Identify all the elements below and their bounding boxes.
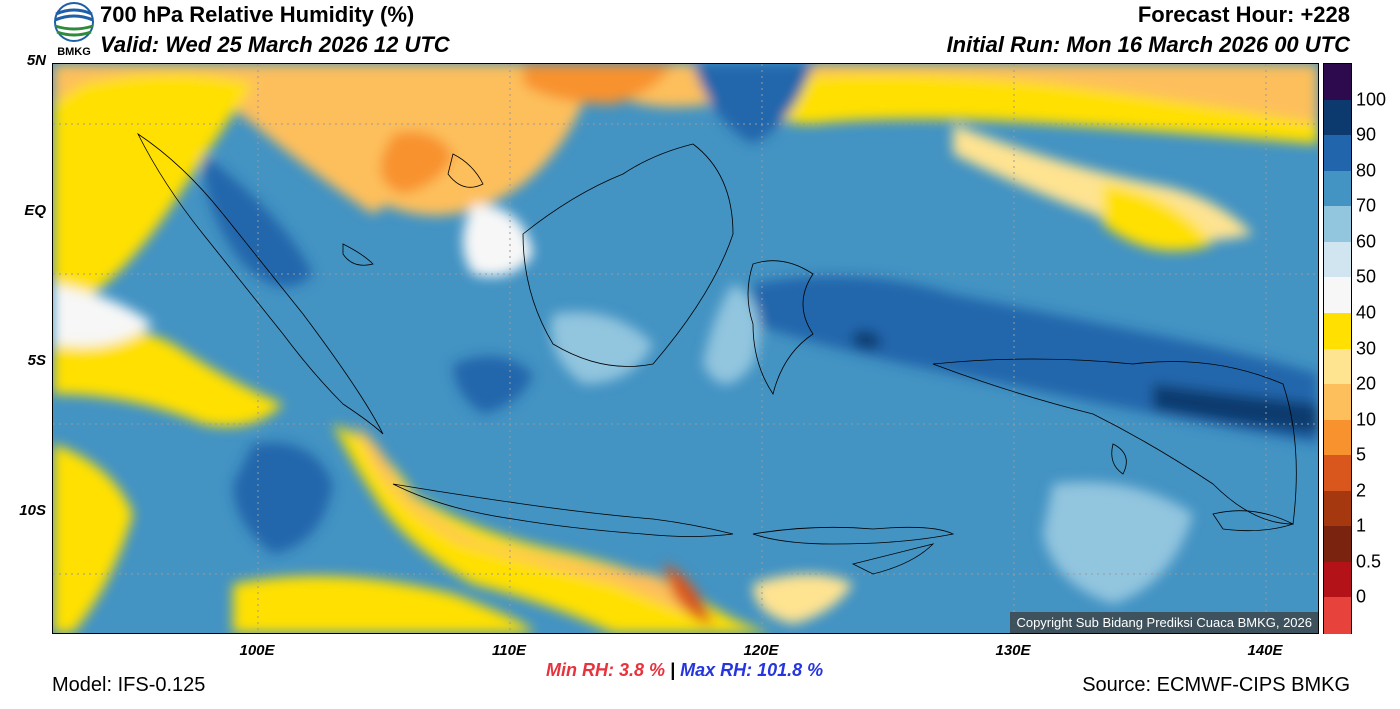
max-rh-label: Max RH: bbox=[680, 660, 753, 680]
colorbar-segment bbox=[1324, 64, 1351, 101]
forecast-hour: Forecast Hour: +228 bbox=[1137, 2, 1350, 27]
colorbar-label: 50 bbox=[1356, 266, 1377, 287]
colorbar-segment bbox=[1324, 597, 1351, 634]
coastlines bbox=[136, 132, 1297, 575]
colorbar-segment bbox=[1324, 170, 1351, 207]
valid-time: Valid: Wed 25 March 2026 12 UTC bbox=[100, 32, 450, 57]
rh-stats: Min RH: 3.8 % | Max RH: 101.8 % bbox=[546, 660, 823, 681]
colorbar-label: 0.5 bbox=[1356, 551, 1382, 572]
colorbar-segment bbox=[1324, 384, 1351, 421]
x-tick-100e: 100E bbox=[239, 642, 275, 659]
colorbar-segment bbox=[1324, 526, 1351, 563]
colorbar-label: 2 bbox=[1356, 480, 1367, 501]
x-tick-120e: 120E bbox=[743, 642, 779, 659]
humidity-field bbox=[53, 64, 1318, 633]
copyright-notice: Copyright Sub Bidang Prediksi Cuaca BMKG… bbox=[1010, 612, 1318, 633]
colorbar-label: 0 bbox=[1356, 586, 1367, 607]
colorbar-segment bbox=[1324, 241, 1351, 278]
colorbar-segment bbox=[1324, 312, 1351, 349]
colorbar-segment bbox=[1324, 99, 1351, 136]
colorbar-segment bbox=[1324, 561, 1351, 598]
humidity-map: Copyright Sub Bidang Prediksi Cuaca BMKG… bbox=[52, 63, 1319, 634]
colorbar-segment bbox=[1324, 277, 1351, 314]
stats-separator: | bbox=[670, 660, 676, 680]
colorbar bbox=[1323, 63, 1352, 634]
x-tick-140e: 140E bbox=[1247, 642, 1283, 659]
bmkg-logo-icon bbox=[50, 2, 98, 60]
x-tick-110e: 110E bbox=[492, 642, 526, 659]
y-tick-5s: 5S bbox=[27, 352, 46, 369]
initial-run: Initial Run: Mon 16 March 2026 00 UTC bbox=[946, 32, 1350, 57]
y-tick-eq: EQ bbox=[24, 202, 46, 219]
colorbar-segment bbox=[1324, 455, 1351, 492]
colorbar-label: 1 bbox=[1356, 515, 1367, 536]
grid-lines bbox=[53, 64, 1318, 633]
min-rh-label: Min RH: bbox=[546, 660, 614, 680]
colorbar-label: 20 bbox=[1356, 373, 1377, 394]
chart-title: 700 hPa Relative Humidity (%) bbox=[100, 2, 415, 27]
colorbar-label: 100 bbox=[1356, 89, 1387, 110]
colorbar-segment bbox=[1324, 206, 1351, 243]
colorbar-label: 5 bbox=[1356, 444, 1367, 465]
colorbar-label: 70 bbox=[1356, 195, 1377, 216]
y-tick-5n: 5N bbox=[26, 52, 46, 69]
logo-text: BMKG bbox=[57, 46, 91, 58]
colorbar-label: 40 bbox=[1356, 302, 1377, 323]
colorbar-segment bbox=[1324, 419, 1351, 456]
colorbar-segment bbox=[1324, 135, 1351, 172]
colorbar-label: 80 bbox=[1356, 160, 1377, 181]
colorbar-label: 10 bbox=[1356, 409, 1377, 430]
colorbar-label: 30 bbox=[1356, 338, 1377, 358]
colorbar-segment bbox=[1324, 490, 1351, 527]
colorbar-segment bbox=[1324, 348, 1351, 385]
colorbar-label: 90 bbox=[1356, 124, 1377, 145]
min-rh-value: 3.8 % bbox=[619, 660, 666, 680]
x-tick-130e: 130E bbox=[995, 642, 1031, 659]
model-info: Model: IFS-0.125 bbox=[52, 674, 206, 696]
max-rh-value: 101.8 % bbox=[757, 660, 824, 680]
y-tick-10s: 10S bbox=[19, 502, 46, 519]
colorbar-label: 60 bbox=[1356, 231, 1377, 252]
source-info: Source: ECMWF-CIPS BMKG bbox=[1082, 674, 1350, 696]
